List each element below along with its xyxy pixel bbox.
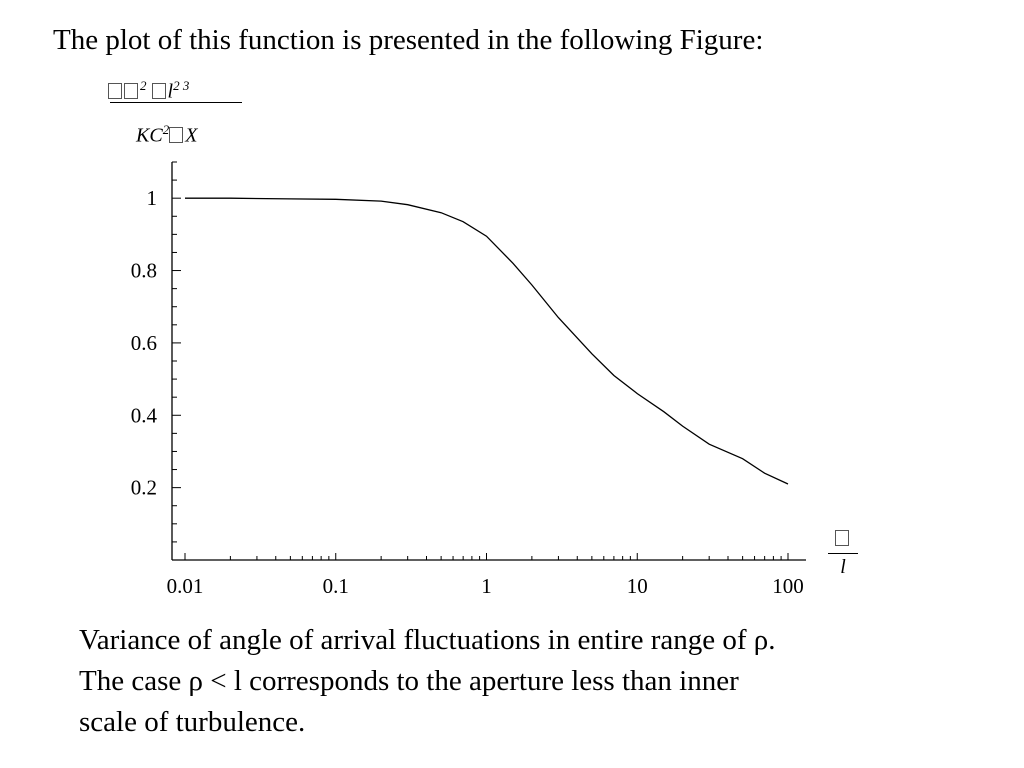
y-tick-label: 1 <box>147 186 158 210</box>
x-axis-label: l <box>828 528 858 579</box>
y-tick-label: 0.2 <box>131 476 157 500</box>
missing-glyph-icon <box>124 82 138 99</box>
caption-line: The case ρ < l corresponds to the apertu… <box>79 665 739 697</box>
x-axis-label-fraction-bar <box>828 553 858 554</box>
x-tick-label: 100 <box>772 574 804 598</box>
x-tick-label: 1 <box>481 574 492 598</box>
y-tick-label: 0.6 <box>131 331 157 355</box>
y-tick-label: 0.8 <box>131 259 157 283</box>
missing-glyph-icon <box>169 126 184 143</box>
x-axis-label-numerator <box>828 528 858 551</box>
series-line <box>185 197 789 485</box>
missing-glyph-icon <box>835 530 849 546</box>
x-tick-label: 10 <box>627 574 648 598</box>
y-axis-label-denominator: KC2 X <box>136 122 198 147</box>
y-axis-label-fraction-bar <box>110 102 242 103</box>
x-tick-label: 0.01 <box>167 574 204 598</box>
caption-line: Variance of angle of arrival fluctuation… <box>79 624 776 656</box>
chart-axes <box>171 162 806 561</box>
missing-glyph-icon <box>108 82 122 99</box>
slide-heading: The plot of this function is presented i… <box>53 24 764 56</box>
figure-caption: Variance of angle of arrival fluctuation… <box>79 620 775 743</box>
y-axis-label-numerator: 2 l2 3 <box>108 78 248 103</box>
chart-tick-labels: 0.2 0.4 0.6 0.8 1 0.01 0.1 1 10 100 <box>131 186 804 598</box>
x-axis-label-denominator: l <box>840 556 846 578</box>
y-axis-label: 2 l2 3 KC2 X <box>108 78 248 147</box>
chart-ticks <box>172 161 789 560</box>
missing-glyph-icon <box>151 82 166 99</box>
y-tick-label: 0.4 <box>131 403 158 427</box>
x-tick-label: 0.1 <box>323 574 349 598</box>
caption-line: scale of turbulence. <box>79 706 306 738</box>
